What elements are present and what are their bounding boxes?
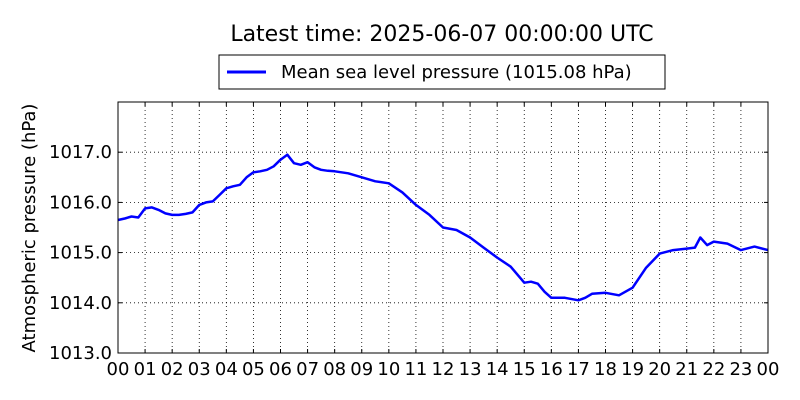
y-tick-label: 1014.0 bbox=[49, 293, 112, 314]
y-axis-label: Atmospheric pressure (hPa) bbox=[19, 104, 40, 353]
ticks bbox=[117, 102, 769, 354]
x-tick-label: 07 bbox=[296, 359, 319, 380]
x-tick-label: 19 bbox=[621, 359, 644, 380]
x-tick-label: 16 bbox=[540, 359, 563, 380]
x-tick-label: 08 bbox=[323, 359, 346, 380]
x-tick-label: 13 bbox=[459, 359, 482, 380]
x-tick-label: 23 bbox=[729, 359, 752, 380]
x-tick-label: 00 bbox=[757, 359, 780, 380]
x-tick-label: 22 bbox=[702, 359, 725, 380]
y-tick-label: 1013.0 bbox=[49, 343, 112, 364]
x-tick-label: 21 bbox=[675, 359, 698, 380]
legend-label: Mean sea level pressure (1015.08 hPa) bbox=[281, 62, 632, 83]
y-axis-tick-labels: 1013.0 1014.0 1015.0 1016.0 1017.0 bbox=[49, 142, 112, 364]
x-tick-label: 12 bbox=[432, 359, 455, 380]
x-tick-label: 15 bbox=[513, 359, 536, 380]
y-tick-label: 1015.0 bbox=[49, 243, 112, 264]
x-tick-label: 20 bbox=[648, 359, 671, 380]
legend: Mean sea level pressure (1015.08 hPa) bbox=[218, 54, 666, 90]
x-tick-label: 11 bbox=[404, 359, 427, 380]
x-tick-label: 01 bbox=[134, 359, 157, 380]
chart-title: Latest time: 2025-06-07 00:00:00 UTC bbox=[230, 22, 653, 47]
x-tick-label: 02 bbox=[161, 359, 184, 380]
x-tick-label: 05 bbox=[242, 359, 265, 380]
x-axis-tick-labels: 00 01 02 03 04 05 06 07 08 09 10 11 12 13 14 15 16 17 18 19… bbox=[107, 359, 780, 380]
x-tick-label: 18 bbox=[594, 359, 617, 380]
x-tick-label: 09 bbox=[350, 359, 373, 380]
x-tick-label: 14 bbox=[486, 359, 509, 380]
x-tick-label: 10 bbox=[377, 359, 400, 380]
x-tick-label: 03 bbox=[188, 359, 211, 380]
y-tick-label: 1016.0 bbox=[49, 192, 112, 213]
x-tick-label: 04 bbox=[215, 359, 238, 380]
series-line bbox=[117, 153, 769, 302]
grid bbox=[118, 102, 768, 353]
legend-box bbox=[218, 54, 666, 90]
x-tick-label: 00 bbox=[107, 359, 130, 380]
y-tick-label: 1017.0 bbox=[49, 142, 112, 163]
x-tick-label: 17 bbox=[567, 359, 590, 380]
x-tick-label: 06 bbox=[269, 359, 292, 380]
